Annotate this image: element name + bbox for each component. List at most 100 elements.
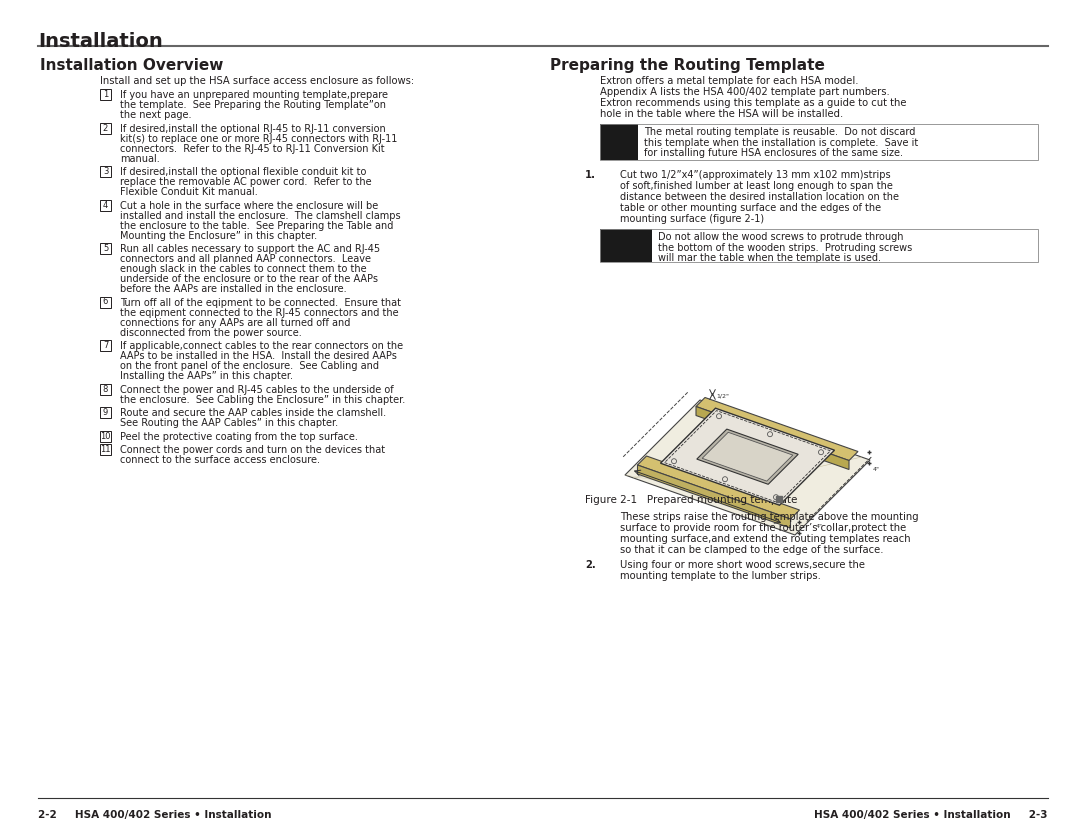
- Text: The metal routing template is reusable.  Do not discard: The metal routing template is reusable. …: [644, 127, 916, 137]
- Text: Route and secure the AAP cables inside the clamshell.: Route and secure the AAP cables inside t…: [120, 408, 387, 418]
- Text: of soft,finished lumber at least long enough to span the: of soft,finished lumber at least long en…: [620, 181, 893, 191]
- Text: so that it can be clamped to the edge of the surface.: so that it can be clamped to the edge of…: [620, 545, 883, 555]
- Text: Cut two 1/2”x4”(approximately 13 mm x102 mm)strips: Cut two 1/2”x4”(approximately 13 mm x102…: [620, 170, 891, 180]
- Polygon shape: [697, 430, 798, 485]
- Text: Peel the protective coating from the top surface.: Peel the protective coating from the top…: [120, 431, 357, 441]
- Text: mounting surface,and extend the routing templates reach: mounting surface,and extend the routing …: [620, 534, 910, 544]
- Text: Extron recommends using this template as a guide to cut the: Extron recommends using this template as…: [600, 98, 906, 108]
- Text: 1.: 1.: [585, 170, 596, 180]
- FancyBboxPatch shape: [100, 243, 111, 254]
- Text: CAUTION: CAUTION: [603, 241, 649, 250]
- Text: 11: 11: [100, 445, 111, 454]
- Text: kit(s) to replace one or more RJ-45 connectors with RJ-11: kit(s) to replace one or more RJ-45 conn…: [120, 133, 397, 143]
- Text: Run all cables necessary to support the AC and RJ-45: Run all cables necessary to support the …: [120, 244, 380, 254]
- Polygon shape: [702, 432, 793, 481]
- Text: 8: 8: [103, 384, 108, 394]
- Text: 9: 9: [103, 408, 108, 417]
- Text: Connect the power and RJ-45 cables to the underside of: Connect the power and RJ-45 cables to th…: [120, 384, 393, 394]
- Text: If applicable,connect cables to the rear connectors on the: If applicable,connect cables to the rear…: [120, 341, 403, 351]
- FancyBboxPatch shape: [600, 229, 652, 262]
- Text: the enclosure.  See Cabling the Enclosure” in this chapter.: the enclosure. See Cabling the Enclosure…: [120, 394, 405, 404]
- Text: connections for any AAPs are all turned off and: connections for any AAPs are all turned …: [120, 318, 350, 328]
- Text: Connect the power cords and turn on the devices that: Connect the power cords and turn on the …: [120, 445, 386, 455]
- FancyBboxPatch shape: [100, 430, 111, 441]
- Text: Extron offers a metal template for each HSA model.: Extron offers a metal template for each …: [600, 76, 859, 86]
- Polygon shape: [696, 398, 858, 460]
- Text: the bottom of the wooden strips.  Protruding screws: the bottom of the wooden strips. Protrud…: [658, 243, 913, 253]
- Text: See Routing the AAP Cables” in this chapter.: See Routing the AAP Cables” in this chap…: [120, 418, 338, 428]
- FancyBboxPatch shape: [100, 89, 111, 100]
- Text: 2: 2: [103, 123, 108, 133]
- Text: before the AAPs are installed in the enclosure.: before the AAPs are installed in the enc…: [120, 284, 347, 294]
- Text: 3: 3: [103, 167, 108, 176]
- Text: for installing future HSA enclosures of the same size.: for installing future HSA enclosures of …: [644, 148, 903, 158]
- Text: Mounting the Enclosure” in this chapter.: Mounting the Enclosure” in this chapter.: [120, 230, 318, 240]
- FancyBboxPatch shape: [100, 444, 111, 455]
- Text: connectors and all planned AAP connectors.  Leave: connectors and all planned AAP connector…: [120, 254, 372, 264]
- Text: 4": 4": [815, 524, 822, 529]
- Text: the enclosure to the table.  See Preparing the Table and: the enclosure to the table. See Preparin…: [120, 220, 393, 230]
- Text: distance between the desired installation location on the: distance between the desired installatio…: [620, 192, 899, 202]
- Text: Turn off all of the eqipment to be connected.  Ensure that: Turn off all of the eqipment to be conne…: [120, 298, 401, 308]
- Text: surface to provide room for the router’s collar,protect the: surface to provide room for the router’s…: [620, 523, 906, 533]
- Text: Preparing the Routing Template: Preparing the Routing Template: [550, 58, 825, 73]
- Text: connectors.  Refer to the RJ-45 to RJ-11 Conversion Kit: connectors. Refer to the RJ-45 to RJ-11 …: [120, 143, 384, 153]
- FancyBboxPatch shape: [100, 166, 111, 177]
- Text: 10: 10: [100, 431, 111, 440]
- Text: the next page.: the next page.: [120, 110, 191, 120]
- Polygon shape: [696, 406, 849, 470]
- Text: enough slack in the cables to connect them to the: enough slack in the cables to connect th…: [120, 264, 366, 274]
- Text: mounting surface (figure 2-1): mounting surface (figure 2-1): [620, 214, 765, 224]
- Text: Figure 2-1   Prepared mounting template: Figure 2-1 Prepared mounting template: [585, 495, 797, 505]
- Text: mounting template to the lumber strips.: mounting template to the lumber strips.: [620, 571, 821, 581]
- Polygon shape: [625, 400, 870, 535]
- Text: Using four or more short wood screws,secure the: Using four or more short wood screws,sec…: [620, 560, 865, 570]
- Text: If you have an unprepared mounting template,prepare: If you have an unprepared mounting templ…: [120, 90, 388, 100]
- Text: the eqipment connected to the RJ-45 connectors and the: the eqipment connected to the RJ-45 conn…: [120, 308, 399, 318]
- Text: If desired,install the optional RJ-45 to RJ-11 conversion: If desired,install the optional RJ-45 to…: [120, 123, 386, 133]
- Text: installed and install the enclosure.  The clamshell clamps: installed and install the enclosure. The…: [120, 210, 401, 220]
- Polygon shape: [637, 456, 799, 519]
- Text: 2-2     HSA 400/402 Series • Installation: 2-2 HSA 400/402 Series • Installation: [38, 810, 271, 820]
- Text: Installing the AAPs” in this chapter.: Installing the AAPs” in this chapter.: [120, 371, 293, 381]
- Text: will mar the table when the template is used.: will mar the table when the template is …: [658, 253, 881, 263]
- FancyBboxPatch shape: [100, 407, 111, 418]
- Text: underside of the enclosure or to the rear of the AAPs: underside of the enclosure or to the rea…: [120, 274, 378, 284]
- Text: this template when the installation is complete.  Save it: this template when the installation is c…: [644, 138, 918, 148]
- Text: Install and set up the HSA surface access enclosure as follows:: Install and set up the HSA surface acces…: [100, 76, 414, 86]
- Text: on the front panel of the enclosure.  See Cabling and: on the front panel of the enclosure. See…: [120, 361, 379, 371]
- Text: connect to the surface access enclosure.: connect to the surface access enclosure.: [120, 455, 320, 465]
- Text: 5: 5: [103, 244, 108, 253]
- Text: 4: 4: [103, 200, 108, 209]
- Text: disconnected from the power source.: disconnected from the power source.: [120, 328, 301, 338]
- FancyBboxPatch shape: [100, 340, 111, 351]
- Text: 6: 6: [103, 298, 108, 307]
- Text: Installation Overview: Installation Overview: [40, 58, 224, 73]
- FancyBboxPatch shape: [100, 384, 111, 394]
- FancyBboxPatch shape: [600, 124, 638, 160]
- FancyBboxPatch shape: [100, 199, 111, 210]
- Text: NOTE: NOTE: [604, 137, 634, 147]
- Text: the template.  See Preparing the Routing Template”on: the template. See Preparing the Routing …: [120, 100, 386, 110]
- FancyBboxPatch shape: [100, 297, 111, 308]
- Text: 7: 7: [103, 341, 108, 350]
- Text: Cut a hole in the surface where the enclosure will be: Cut a hole in the surface where the encl…: [120, 200, 378, 210]
- Text: 1/2": 1/2": [716, 394, 729, 399]
- Text: HSA 400/402 Series • Installation     2-3: HSA 400/402 Series • Installation 2-3: [814, 810, 1048, 820]
- Text: If desired,install the optional flexible conduit kit to: If desired,install the optional flexible…: [120, 167, 366, 177]
- Text: manual.: manual.: [120, 153, 160, 163]
- Text: Do not allow the wood screws to protrude through: Do not allow the wood screws to protrude…: [658, 232, 904, 242]
- Text: Flexible Conduit Kit manual.: Flexible Conduit Kit manual.: [120, 187, 258, 197]
- Text: 4": 4": [873, 466, 880, 471]
- Text: replace the removable AC power cord.  Refer to the: replace the removable AC power cord. Ref…: [120, 177, 372, 187]
- Text: Appendix A lists the HSA 400/402 template part numbers.: Appendix A lists the HSA 400/402 templat…: [600, 87, 890, 97]
- FancyBboxPatch shape: [100, 123, 111, 133]
- Text: 2.: 2.: [585, 560, 596, 570]
- Text: 1: 1: [103, 90, 108, 99]
- Text: table or other mounting surface and the edges of the: table or other mounting surface and the …: [620, 203, 881, 213]
- Polygon shape: [637, 465, 791, 528]
- Text: AAPs to be installed in the HSA.  Install the desired AAPs: AAPs to be installed in the HSA. Install…: [120, 351, 396, 361]
- Text: hole in the table where the HSA will be installed.: hole in the table where the HSA will be …: [600, 109, 843, 119]
- Text: Installation: Installation: [38, 32, 163, 51]
- Polygon shape: [661, 408, 835, 505]
